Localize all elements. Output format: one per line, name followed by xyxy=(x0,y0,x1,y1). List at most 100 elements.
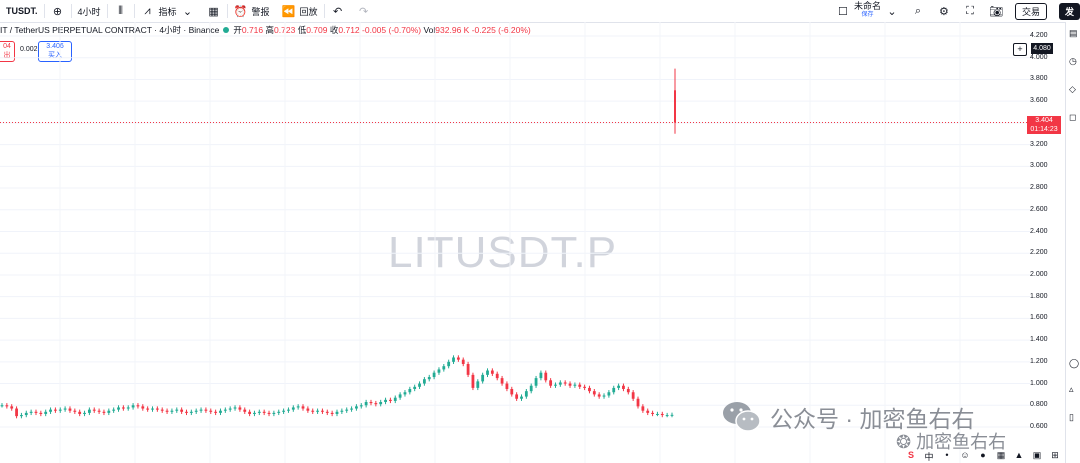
candle-body xyxy=(112,409,116,411)
tools-icon[interactable]: ▣ xyxy=(1032,450,1042,460)
candle-body xyxy=(660,413,664,416)
trade-button[interactable]: 交易 xyxy=(1009,0,1053,22)
search-tool[interactable]: ⌕ xyxy=(905,0,931,22)
status-bar: S 中 • ☺ ● ▦ ▲ ▣ ⊞ xyxy=(905,450,1061,463)
candle-body xyxy=(272,412,276,414)
candle-body xyxy=(330,412,334,414)
layout-square-icon: ☐ xyxy=(838,5,848,18)
divider xyxy=(133,4,135,18)
candle-body xyxy=(189,411,193,413)
candle-body xyxy=(384,399,387,403)
price-tick-label: 4.000 xyxy=(1030,53,1048,61)
add-plus-icon[interactable]: + xyxy=(1013,43,1027,56)
keyboard-icon[interactable]: ▦ xyxy=(996,450,1006,460)
weibo-text: 加密鱼右右 xyxy=(916,432,1007,452)
grid-icon: ▦ xyxy=(208,5,219,18)
undo-button[interactable]: ↶ xyxy=(325,0,351,22)
candle-body xyxy=(432,372,436,378)
candle-body xyxy=(622,385,625,389)
candle-body xyxy=(597,394,601,397)
candles-icon: ⫴ xyxy=(118,4,123,17)
compare-button[interactable]: ⊕ xyxy=(45,0,71,22)
comment-icon[interactable]: ◻ xyxy=(1069,112,1077,122)
apps-icon[interactable]: ⊞ xyxy=(1051,450,1059,460)
candle-body xyxy=(282,410,285,412)
layout-button[interactable]: ☐ 未命名 保存 ⌄ xyxy=(830,0,905,22)
quick-search-icon: ⌕ xyxy=(914,4,922,17)
candle-body xyxy=(54,409,57,411)
candle-body xyxy=(257,411,261,413)
alerts-icon[interactable]: ◷ xyxy=(1069,56,1077,66)
alert-button[interactable]: ⏰ 警报 xyxy=(228,0,276,22)
candle-body xyxy=(146,408,150,410)
low-label: 低 xyxy=(297,25,307,35)
candle-body xyxy=(612,387,616,393)
candle-body xyxy=(520,396,523,399)
candle-body xyxy=(641,406,645,411)
candle-body xyxy=(136,405,140,407)
layout-name: 未命名 保存 xyxy=(854,2,881,20)
fullscreen-button[interactable]: ⛶ xyxy=(957,0,983,22)
candle-body xyxy=(121,407,125,409)
candle-body xyxy=(364,402,368,406)
notify-icon[interactable]: ▯ xyxy=(1069,412,1074,422)
candle-body xyxy=(267,412,271,414)
candle-body xyxy=(486,370,489,375)
chat-icon[interactable]: ◯ xyxy=(1069,358,1080,368)
redo-button[interactable]: ↷ xyxy=(351,0,377,22)
publish-button[interactable]: 发 xyxy=(1053,0,1080,22)
chart-type-button[interactable]: ⫴ xyxy=(108,0,134,22)
replay-label: 回放 xyxy=(299,6,318,17)
emoji-icon[interactable]: ☺ xyxy=(960,450,970,460)
chevron-down-icon: ⌄ xyxy=(182,5,193,18)
candle-body xyxy=(102,411,106,413)
price-tick-label: 2.800 xyxy=(1030,184,1048,192)
candle-body xyxy=(92,409,96,411)
chevron-down-icon: ⌄ xyxy=(887,5,897,18)
candle-body xyxy=(219,410,222,413)
candle-body xyxy=(141,406,145,409)
templates-button[interactable]: ▦ xyxy=(201,0,227,22)
sell-label: 出 xyxy=(3,52,11,59)
watchlist-icon[interactable]: ▤ xyxy=(1069,28,1078,38)
settings-button[interactable]: ⚙ xyxy=(931,0,957,22)
shirt-icon[interactable]: ▲ xyxy=(1014,450,1024,460)
divider xyxy=(323,4,325,18)
candle-body xyxy=(626,388,630,393)
candle-body xyxy=(277,411,281,413)
candle-body xyxy=(97,410,101,412)
candle-body xyxy=(490,370,494,374)
candle-body xyxy=(223,409,227,411)
candle-body xyxy=(573,384,577,386)
ime-icon[interactable]: 中 xyxy=(924,452,934,462)
close-value: 0.712 xyxy=(338,25,360,35)
sell-button[interactable]: 04 出 xyxy=(0,41,15,62)
timeframe-button[interactable]: 4小时 xyxy=(72,0,107,22)
candle-body xyxy=(452,357,455,362)
signal-icon[interactable]: ▵ xyxy=(1069,384,1074,394)
layers-icon[interactable]: ◇ xyxy=(1069,84,1076,94)
crosshair-price-tag: 4.080 xyxy=(1031,43,1053,54)
candle-body xyxy=(529,385,533,392)
candle-body xyxy=(588,387,591,392)
candle-body xyxy=(563,382,567,384)
candle-body xyxy=(10,406,14,409)
snapshot-button[interactable]: 📷︎ xyxy=(983,0,1009,22)
top-toolbar: TUSDT. ⊕ 4小时 ⫴ ⩘ 指标 ⌄ ▦ ⏰ 警报 ⏪ 回放 ↶ ↷ ☐ 未命名 … xyxy=(0,0,1080,23)
weibo-icon: ❂ xyxy=(896,432,912,452)
indicators-button[interactable]: ⩘ 指标 ⌄ xyxy=(135,0,201,22)
candle-body xyxy=(393,397,397,401)
buy-price: 3.406 xyxy=(46,43,64,50)
candle-body xyxy=(549,380,553,386)
replay-button[interactable]: ⏪ 回放 xyxy=(276,0,324,22)
rewind-icon: ⏪ xyxy=(281,5,296,18)
app-s-icon[interactable]: S xyxy=(907,450,914,460)
mic-icon[interactable]: ● xyxy=(980,450,986,460)
punct-icon[interactable]: • xyxy=(945,450,949,460)
price-axis[interactable]: 4.2004.0003.8003.6003.4003.2003.0002.800… xyxy=(1030,22,1056,463)
legend-title[interactable]: IT / TetherUS PERPETUAL CONTRACT · 4小时 ·… xyxy=(0,25,220,35)
buy-button[interactable]: 3.406 买入 xyxy=(38,41,72,62)
price-chart[interactable] xyxy=(0,22,1030,463)
candle-body xyxy=(15,408,18,417)
symbol-search[interactable]: TUSDT. xyxy=(0,0,44,22)
